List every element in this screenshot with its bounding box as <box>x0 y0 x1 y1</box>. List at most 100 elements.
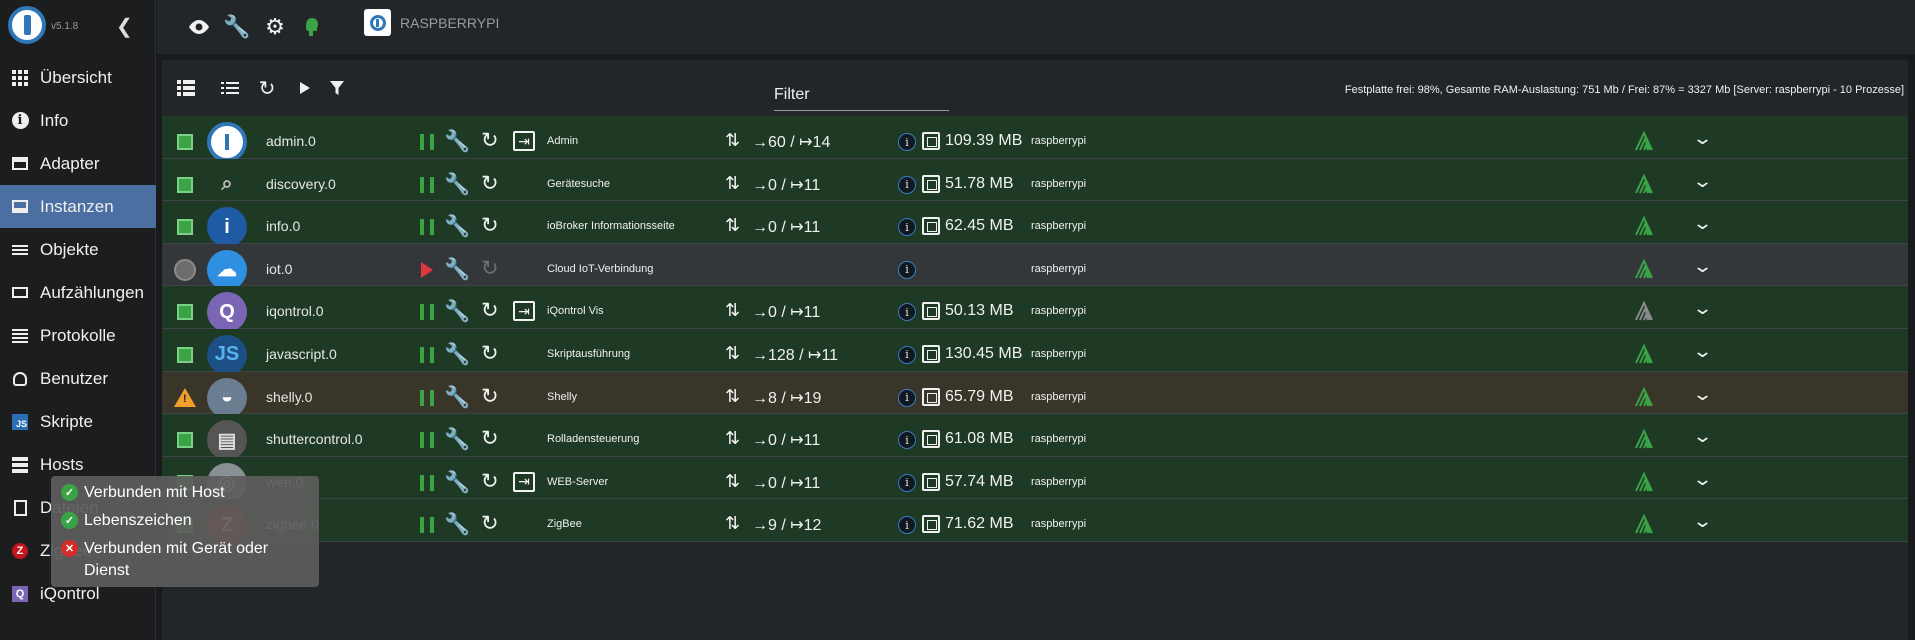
pause-icon[interactable] <box>420 389 434 406</box>
log-level-icon[interactable] <box>1634 215 1654 237</box>
pause-icon[interactable] <box>420 304 434 321</box>
log-level-icon[interactable] <box>1634 386 1654 408</box>
status-indicator[interactable] <box>177 432 193 449</box>
instance-row[interactable]: admin.0 🔧 ↻ ⇥ Admin ⇅ →60 / ↦14 i 109.39 MB raspb… <box>162 116 1908 162</box>
sidebar-item-aufzaehlungen[interactable]: Aufzählungen <box>0 271 156 314</box>
settings-wrench-icon[interactable]: 🔧 <box>444 172 471 196</box>
settings-wrench-icon[interactable]: 🔧 <box>444 385 471 409</box>
refresh-icon[interactable]: ↻ <box>258 77 276 100</box>
sidebar-item-adapter[interactable]: Adapter <box>0 142 156 185</box>
sidebar-item-protokolle[interactable]: Protokolle <box>0 314 156 357</box>
instance-name[interactable]: javascript.0 <box>266 345 337 362</box>
settings-wrench-icon[interactable]: 🔧 <box>444 257 471 281</box>
settings-wrench-icon[interactable]: 🔧 <box>444 513 471 537</box>
info-icon[interactable]: i <box>898 303 916 322</box>
eye-icon[interactable] <box>186 14 212 40</box>
log-level-icon[interactable] <box>1634 258 1654 280</box>
info-icon[interactable]: i <box>898 345 916 364</box>
info-icon[interactable]: i <box>898 473 916 492</box>
pause-icon[interactable] <box>420 176 434 193</box>
restart-icon[interactable]: ↻ <box>481 256 499 280</box>
chevron-down-icon[interactable]: ⌄ <box>1691 511 1714 532</box>
info-icon[interactable]: i <box>898 218 916 237</box>
restart-icon[interactable]: ↻ <box>481 384 499 408</box>
pause-icon[interactable] <box>420 219 434 236</box>
pause-icon[interactable] <box>420 134 434 150</box>
pause-icon[interactable] <box>420 432 434 449</box>
log-level-icon[interactable] <box>1634 343 1654 365</box>
settings-wrench-icon[interactable]: 🔧 <box>444 300 471 324</box>
chevron-down-icon[interactable]: ⌄ <box>1691 213 1714 234</box>
instance-row[interactable]: JS javascript.0 🔧 ↻ Skriptausführung ⇅ →128 / … <box>162 328 1908 375</box>
log-level-icon[interactable] <box>1634 300 1654 322</box>
log-level-icon[interactable] <box>1634 130 1654 152</box>
instance-row[interactable]: ! ◒ shelly.0 🔧 ↻ Shelly ⇅ →8 / ↦19 i 65.79 MB rasp… <box>162 371 1908 418</box>
pause-icon[interactable] <box>420 346 434 363</box>
status-indicator[interactable] <box>177 346 193 363</box>
sidebar-item-iqontrol[interactable]: Q iQontrol <box>0 572 156 615</box>
start-icon[interactable] <box>421 261 433 278</box>
open-web-icon[interactable]: ⇥ <box>513 301 535 322</box>
status-indicator[interactable] <box>177 219 193 236</box>
chevron-down-icon[interactable]: ⌄ <box>1691 383 1714 404</box>
info-icon[interactable]: i <box>898 516 916 535</box>
instance-name[interactable]: iot.0 <box>266 260 293 277</box>
log-level-icon[interactable] <box>1634 173 1654 195</box>
info-icon[interactable]: i <box>898 431 916 450</box>
filter-icon[interactable] <box>326 78 348 98</box>
status-indicator[interactable] <box>174 258 196 281</box>
info-icon[interactable]: i <box>898 133 916 151</box>
collapse-all-icon[interactable] <box>219 78 241 98</box>
wrench-icon[interactable]: 🔧 <box>223 14 251 39</box>
instance-row[interactable]: i info.0 🔧 ↻ ioBroker Informationsseite ⇅ →0 /… <box>162 201 1908 248</box>
restart-icon[interactable]: ↻ <box>481 427 499 451</box>
info-icon[interactable]: i <box>898 388 916 407</box>
chevron-down-icon[interactable]: ⌄ <box>1691 340 1714 361</box>
instance-name[interactable]: admin.0 <box>266 133 316 149</box>
chevron-down-icon[interactable]: ⌄ <box>1691 170 1714 191</box>
instance-name[interactable]: info.0 <box>266 218 301 235</box>
settings-wrench-icon[interactable]: 🔧 <box>444 215 471 239</box>
chevron-down-icon[interactable]: ⌄ <box>1691 426 1714 447</box>
settings-wrench-icon[interactable]: 🔧 <box>444 342 471 366</box>
pause-icon[interactable] <box>420 474 434 491</box>
info-icon[interactable]: i <box>898 175 916 194</box>
chevron-down-icon[interactable]: ⌄ <box>1691 255 1714 276</box>
sidebar-item-info[interactable]: i Info <box>0 99 156 142</box>
restart-icon[interactable]: ↻ <box>481 512 499 536</box>
chevron-down-icon[interactable]: ⌄ <box>1691 468 1714 489</box>
expert-mode-icon[interactable] <box>299 14 325 40</box>
play-icon[interactable] <box>294 78 316 98</box>
status-indicator[interactable] <box>177 304 193 321</box>
settings-wrench-icon[interactable]: 🔧 <box>444 428 471 452</box>
open-web-icon[interactable]: ⇥ <box>513 471 535 492</box>
pause-icon[interactable] <box>420 517 434 534</box>
sidebar-item-benutzer[interactable]: Benutzer <box>0 357 156 400</box>
instance-row[interactable]: ⌕ discovery.0 🔧 ↻ Gerätesuche ⇅ →0 / ↦11 i 51.78… <box>162 158 1908 202</box>
open-web-icon[interactable]: ⇥ <box>513 131 535 151</box>
restart-icon[interactable]: ↻ <box>481 171 499 195</box>
settings-wrench-icon[interactable]: 🔧 <box>444 470 471 494</box>
restart-icon[interactable]: ↻ <box>481 129 499 152</box>
sidebar-item-skripte[interactable]: JS Skripte <box>0 400 156 443</box>
sidebar-item-hosts[interactable]: Hosts <box>0 443 156 486</box>
chevron-down-icon[interactable]: ⌄ <box>1691 128 1714 148</box>
instance-name[interactable]: shuttercontrol.0 <box>266 431 363 448</box>
instance-name[interactable]: discovery.0 <box>266 175 336 192</box>
log-level-icon[interactable] <box>1634 428 1654 450</box>
restart-icon[interactable]: ↻ <box>481 469 499 493</box>
instance-row[interactable]: ▤ shuttercontrol.0 🔧 ↻ Rolladensteuerung ⇅ →0 … <box>162 414 1908 461</box>
restart-icon[interactable]: ↻ <box>481 214 499 238</box>
sidebar-item-instanzen[interactable]: Instanzen <box>0 185 156 228</box>
collapse-sidebar-icon[interactable]: ❮ <box>116 16 133 38</box>
filter-input[interactable]: Filter <box>774 86 810 103</box>
gear-icon[interactable]: ⚙ <box>265 14 285 39</box>
iobroker-logo[interactable] <box>8 6 46 44</box>
instance-name[interactable]: shelly.0 <box>266 388 313 405</box>
status-indicator[interactable] <box>177 176 193 193</box>
info-icon[interactable]: i <box>898 260 916 279</box>
restart-icon[interactable]: ↻ <box>481 341 499 365</box>
